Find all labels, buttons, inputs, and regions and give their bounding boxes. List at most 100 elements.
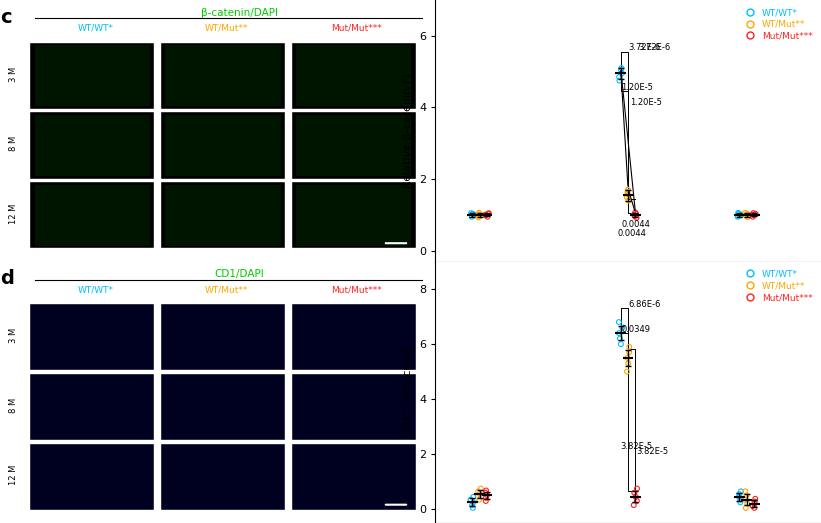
FancyBboxPatch shape [161,43,285,109]
Point [621,190,634,198]
Point [475,493,488,501]
Point [481,212,494,221]
Point [630,210,643,218]
FancyBboxPatch shape [161,374,285,440]
Point [627,501,640,509]
FancyBboxPatch shape [291,374,415,440]
Point [466,501,479,509]
FancyBboxPatch shape [291,182,415,248]
Point [732,210,745,218]
Point [482,209,495,218]
Text: β-catenin/DAPI: β-catenin/DAPI [201,8,277,18]
Point [734,495,747,504]
FancyBboxPatch shape [165,115,281,176]
Point [627,210,640,219]
Point [739,487,752,495]
Point [479,494,493,502]
Point [629,493,642,501]
FancyBboxPatch shape [291,43,415,109]
Point [621,187,634,196]
Point [748,499,761,508]
Y-axis label: Relative β-catenin FI: Relative β-catenin FI [403,74,414,188]
Point [620,193,633,201]
Text: 1.20E-5: 1.20E-5 [621,83,654,92]
FancyBboxPatch shape [161,304,285,370]
Point [472,211,485,220]
Text: 0.0349: 0.0349 [621,325,650,334]
FancyBboxPatch shape [30,112,154,179]
Point [748,211,761,220]
Text: 3.72E-6: 3.72E-6 [639,43,671,52]
Point [621,368,634,376]
Text: d: d [0,269,14,288]
Point [741,210,754,219]
FancyBboxPatch shape [291,112,415,179]
Point [749,210,762,218]
Point [749,495,762,503]
Text: 3 M: 3 M [8,66,17,82]
Point [734,498,747,507]
Point [739,211,752,220]
Point [732,493,745,501]
Point [616,323,629,332]
FancyBboxPatch shape [30,444,154,510]
Point [747,209,760,218]
Point [612,76,626,85]
Point [464,495,477,504]
Point [746,502,759,510]
Point [741,499,754,508]
Point [612,329,626,337]
Point [746,210,759,219]
Legend: WT/WT*, WT/Mut**, Mut/Mut***: WT/WT*, WT/Mut**, Mut/Mut*** [738,266,817,305]
Text: c: c [0,8,11,27]
Text: 3 M: 3 M [8,328,17,343]
Point [473,210,486,219]
Point [472,213,485,222]
FancyBboxPatch shape [34,46,150,106]
Point [621,354,634,362]
Point [479,488,492,497]
FancyBboxPatch shape [296,115,411,176]
Point [734,487,747,495]
Point [621,359,635,368]
Text: WT/WT*: WT/WT* [78,24,114,32]
Point [739,504,752,512]
Point [467,211,480,219]
Text: Mut/Mut***: Mut/Mut*** [332,285,383,294]
FancyBboxPatch shape [34,115,150,176]
Point [735,211,748,220]
Point [741,213,754,221]
Point [740,491,753,499]
Text: WT/Mut**: WT/Mut** [204,285,248,294]
Point [621,186,635,194]
Point [616,69,629,77]
Point [628,212,641,220]
Point [475,484,488,493]
FancyBboxPatch shape [30,374,154,440]
Point [465,209,478,218]
Point [622,348,635,357]
Point [739,209,752,217]
Point [479,210,492,219]
Point [467,498,480,507]
Point [612,73,626,81]
X-axis label: Age (months): Age (months) [590,286,666,296]
Point [628,488,641,497]
Text: 8 M: 8 M [8,397,17,413]
Point [731,212,744,221]
Point [466,212,479,221]
Point [739,495,752,504]
Text: 3.72E-6: 3.72E-6 [629,43,661,52]
Point [615,64,628,72]
Point [482,210,495,218]
FancyBboxPatch shape [161,112,285,179]
Point [733,490,746,498]
Text: CD1/DAPI: CD1/DAPI [214,269,264,279]
Point [746,212,759,221]
Point [466,504,479,512]
Point [734,210,747,219]
FancyBboxPatch shape [291,444,415,510]
FancyBboxPatch shape [30,304,154,370]
Point [473,495,486,504]
Point [631,497,644,505]
